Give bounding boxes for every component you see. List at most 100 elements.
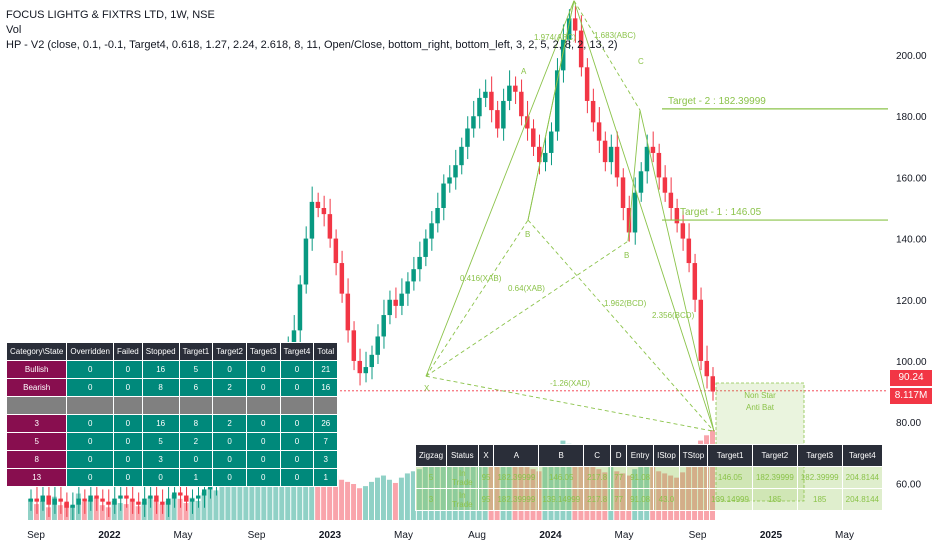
- candle-body: [525, 116, 530, 129]
- pattern-xb-line: [425, 219, 529, 377]
- volume-bar: [183, 503, 189, 520]
- candle-body: [166, 498, 171, 505]
- target2-label: Target - 2 : 182.39999: [668, 96, 766, 107]
- volume-bar: [392, 482, 398, 520]
- target1-label: Target - 1 : 146.05: [680, 207, 762, 218]
- point-x-label: X: [424, 384, 430, 393]
- volume-bar: [225, 477, 231, 520]
- zigzag-cell: 5: [414, 466, 448, 489]
- x-tick-label: Sep: [248, 530, 266, 541]
- candle-body: [52, 498, 57, 505]
- candle-body: [112, 498, 117, 505]
- stats-header-cell: Failed: [112, 342, 143, 361]
- candle-body: [393, 299, 398, 306]
- candle-body: [106, 501, 111, 505]
- candle-body: [297, 284, 303, 331]
- candle-body: [537, 146, 542, 163]
- symbol-title[interactable]: FOCUS LIGHTG & FIXTRS LTD, 1W, NSE: [6, 9, 215, 21]
- volume-legend[interactable]: Vol: [6, 24, 22, 36]
- zigzag-header-cell: X: [477, 444, 495, 467]
- stats-cell: 0: [66, 450, 114, 469]
- xad-ratio-label: -1.26(XAD): [550, 379, 590, 388]
- stats-cell: [178, 396, 214, 415]
- point-c-label: C: [638, 57, 644, 66]
- candle-body: [447, 177, 452, 184]
- y-tick-label: 160.00: [896, 173, 927, 184]
- candle-body: [88, 495, 93, 502]
- zigzag-header-cell: B: [538, 444, 585, 467]
- stats-cell: [66, 396, 114, 415]
- x-tick-label: Sep: [689, 530, 707, 541]
- point-b-label: B: [525, 230, 530, 239]
- stats-cell: 0: [66, 468, 114, 487]
- stats-cell: 7: [313, 432, 339, 451]
- stats-header-cell: Stopped: [141, 342, 180, 361]
- candle-body: [375, 336, 380, 355]
- candle-body: [76, 498, 81, 505]
- stats-cell: 5: [178, 360, 214, 379]
- candle-body: [369, 354, 374, 368]
- x-tick-label: 2022: [98, 530, 121, 541]
- candle-body: [572, 18, 578, 31]
- candle-body: [590, 100, 596, 123]
- stats-cell: 0: [279, 450, 315, 469]
- pattern-bd-line: [527, 219, 715, 432]
- stats-cell: 0: [212, 450, 247, 469]
- zigzag-cell: 185: [796, 488, 843, 511]
- candle-body: [686, 238, 692, 264]
- stats-cell: 0: [279, 468, 315, 487]
- y-tick-label: 140.00: [896, 235, 927, 246]
- candle-body: [399, 293, 404, 306]
- stats-cell: 1: [313, 468, 339, 487]
- zigzag-header-cell: Zigzag: [414, 444, 448, 467]
- stats-cell: 0: [245, 450, 281, 469]
- stats-cell: 16: [141, 414, 180, 433]
- stats-header-cell: Target3: [245, 342, 281, 361]
- stats-cell: 16: [141, 360, 180, 379]
- x-tick-label: 2025: [760, 530, 783, 541]
- candle-body: [674, 208, 680, 224]
- candle-body: [459, 146, 464, 166]
- volume-bar: [177, 498, 183, 520]
- pattern-name-label-2: Anti Bat: [746, 403, 775, 412]
- candle-body: [82, 498, 87, 502]
- stats-cell: 0: [279, 378, 315, 397]
- candle-body: [28, 498, 33, 502]
- candle-body: [405, 281, 410, 294]
- volume-bar: [207, 488, 213, 520]
- stats-cell: 0: [112, 360, 143, 379]
- candle-body: [303, 238, 309, 285]
- indicator-legend[interactable]: HP - V2 (close, 0.1, -0.1, Target4, 0.61…: [6, 39, 618, 51]
- candle-body: [435, 208, 440, 224]
- zigzag-cell: 217.8: [583, 488, 612, 511]
- candle-body: [154, 495, 159, 502]
- zigzag-cell: 182.39999: [796, 466, 843, 489]
- volume-bar: [374, 477, 380, 520]
- candle-body: [172, 492, 177, 499]
- candle-body: [142, 498, 147, 505]
- stats-cell: 16: [313, 378, 339, 397]
- candle-body: [698, 299, 704, 361]
- candle-body: [548, 131, 554, 153]
- point-b2-label: B: [624, 251, 629, 260]
- candle-body: [321, 208, 327, 215]
- x-tick-label: 2023: [319, 530, 342, 541]
- candle-body: [477, 97, 482, 117]
- candle-body: [507, 85, 512, 101]
- volume-bar: [285, 471, 291, 520]
- stats-cell: 6: [178, 378, 214, 397]
- stats-row-label: Bearish: [5, 378, 68, 397]
- y-tick-label: 180.00: [896, 112, 927, 123]
- pattern-bc-line: [527, 0, 575, 221]
- candle-body: [519, 91, 524, 117]
- zigzag-header-cell: Target4: [841, 444, 884, 467]
- volume-bar: [147, 496, 153, 520]
- stats-header-cell: Target2: [212, 342, 247, 361]
- zigzag-cell: 146.05: [538, 466, 585, 489]
- stats-cell: 3: [141, 450, 180, 469]
- stats-cell: 8: [141, 378, 180, 397]
- candle-body: [423, 238, 428, 257]
- stats-cell: [245, 396, 281, 415]
- stats-cell: 0: [141, 468, 180, 487]
- zigzag-cell: 3: [414, 488, 448, 511]
